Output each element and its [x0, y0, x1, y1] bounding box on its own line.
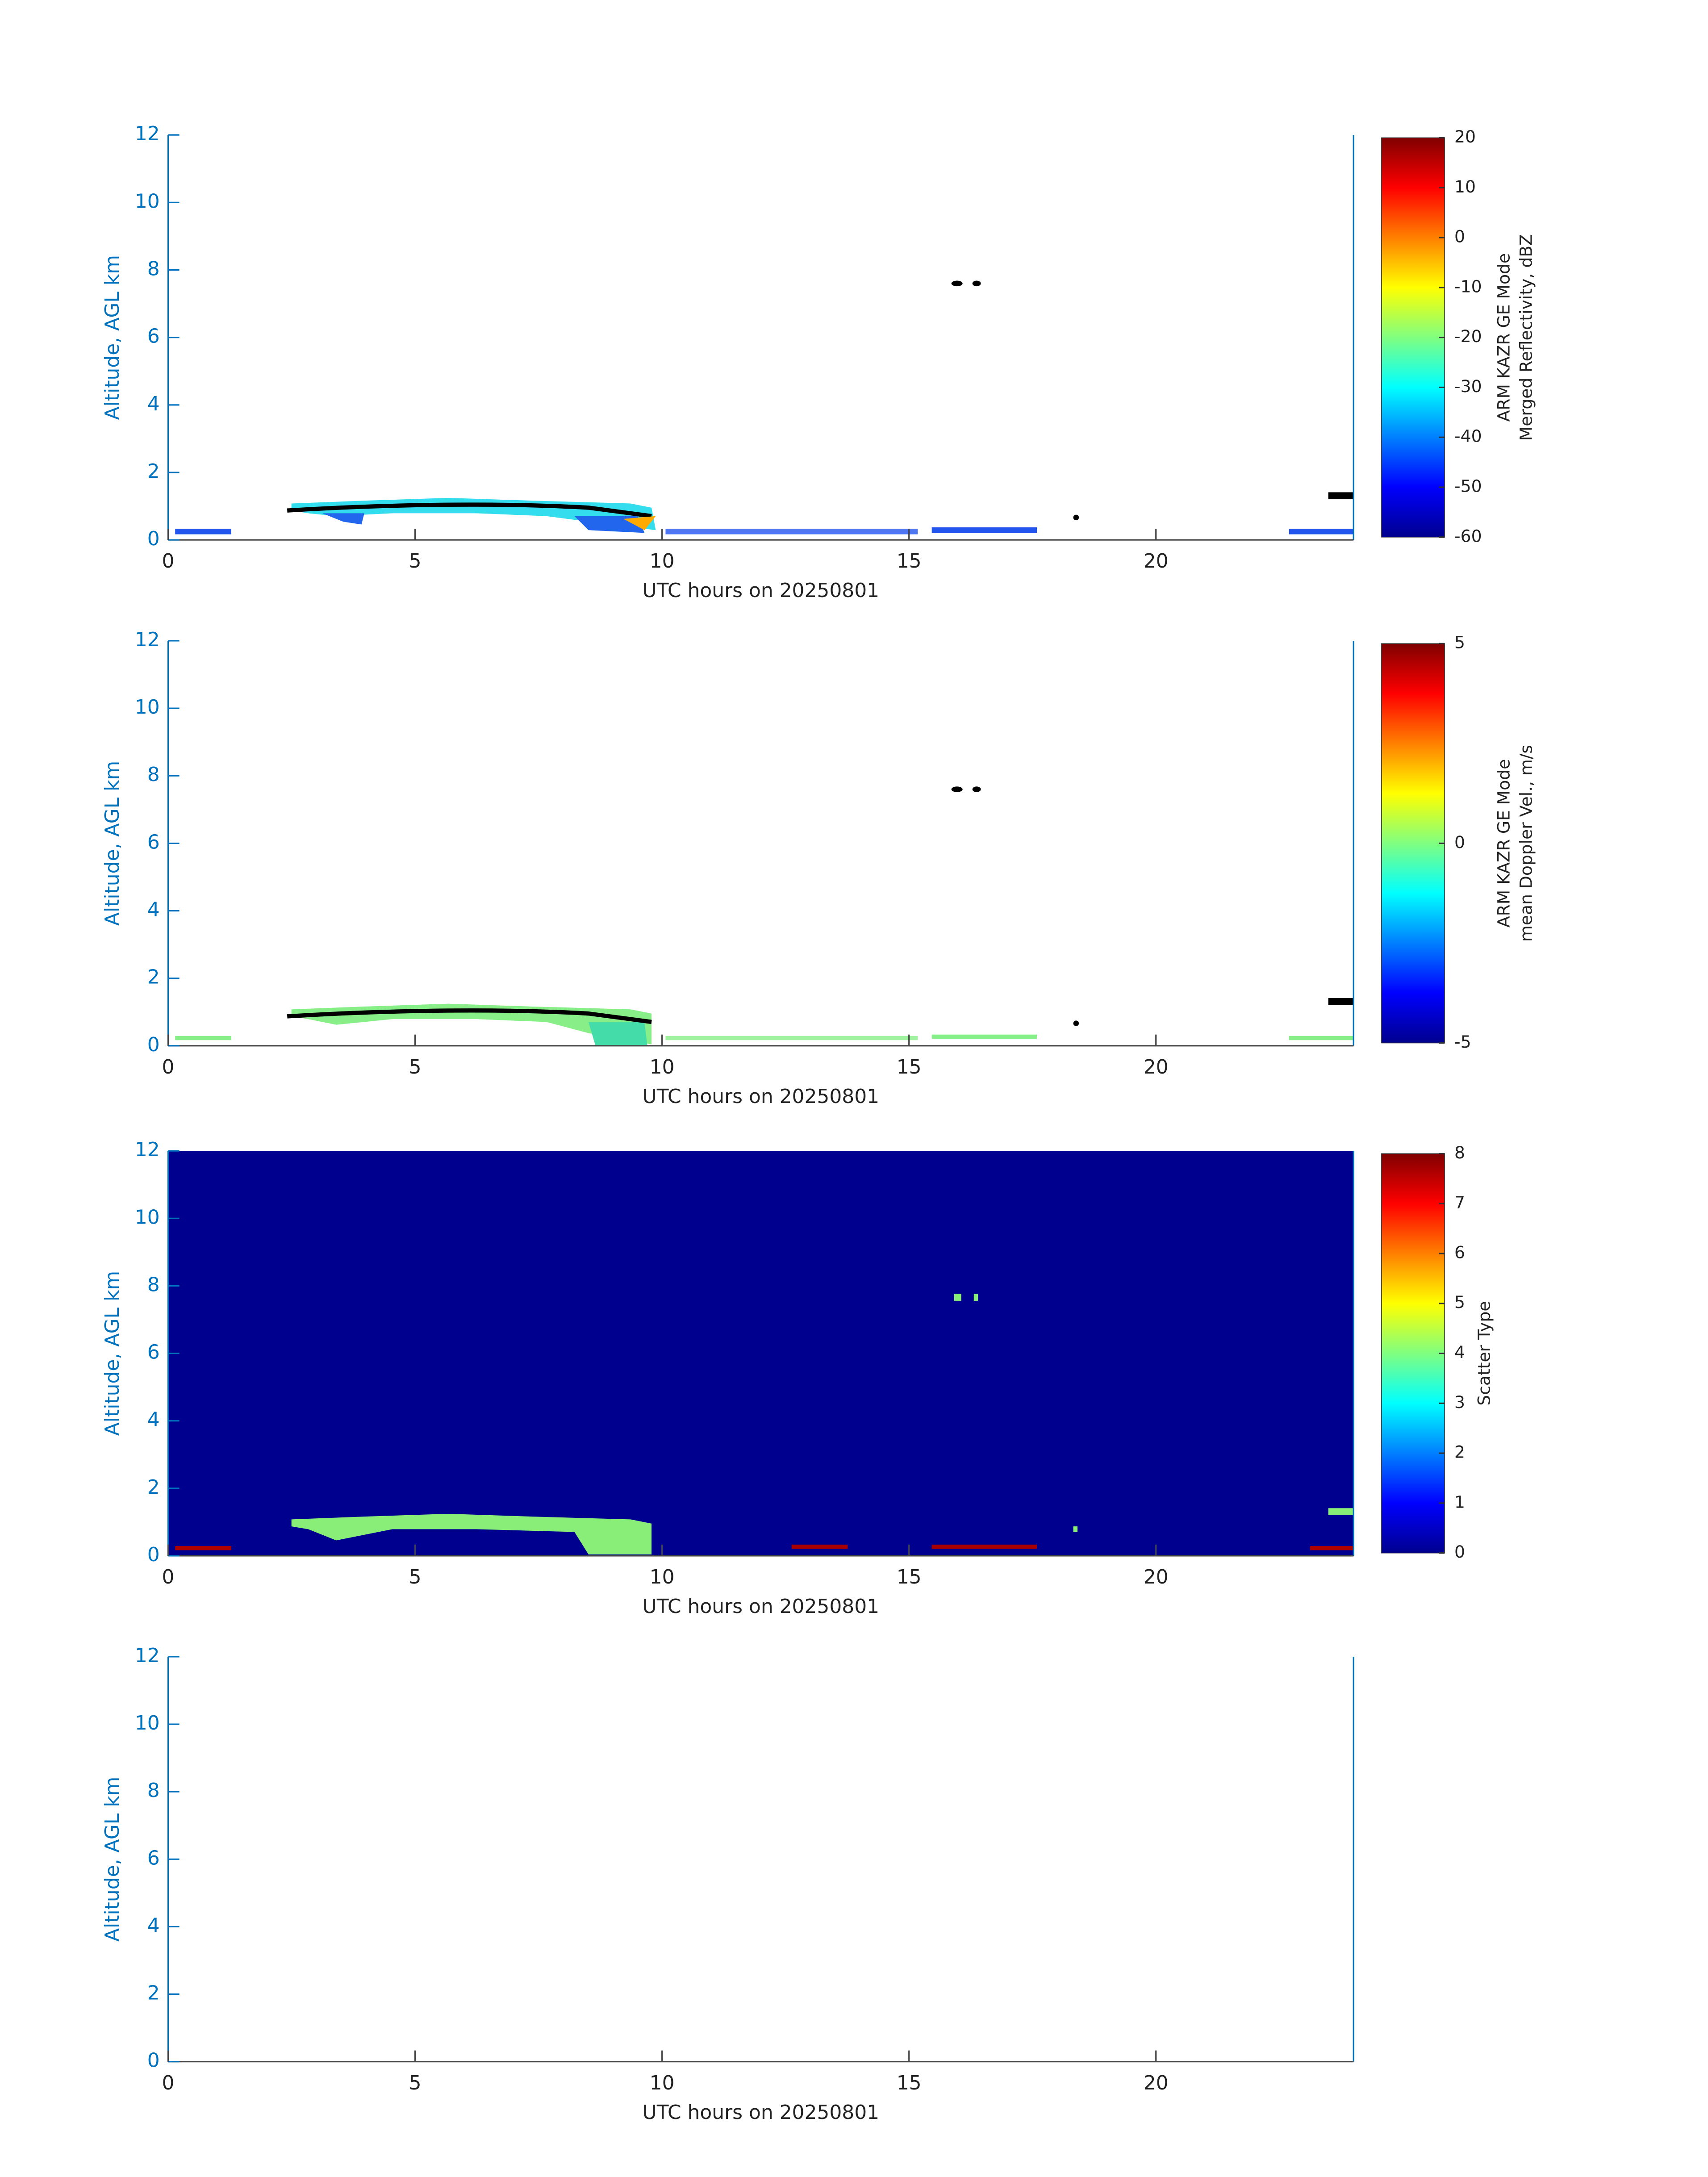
- colorbar-tick-label: 7: [1454, 1193, 1465, 1212]
- x-tick-label: 15: [897, 2072, 922, 2094]
- colorbar-tick-label: 10: [1454, 177, 1476, 196]
- y-tick-label: 8: [147, 1779, 160, 1802]
- colorbar: [1381, 643, 1445, 1044]
- class-image: [175, 1294, 1354, 1554]
- colorbar-tick-label: -30: [1454, 376, 1482, 396]
- colorbar-tick-label: 3: [1454, 1392, 1465, 1412]
- x-tick-label: 15: [897, 550, 922, 572]
- y-tick-label: 4: [147, 1914, 160, 1937]
- y-tick-label: 10: [135, 1712, 160, 1734]
- colorbar-tick-label: -50: [1454, 476, 1482, 496]
- colorbar-label: mean Doppler Vel., m/s: [1516, 745, 1536, 942]
- echo-image: [175, 786, 1354, 1046]
- colorbar-label: Scatter Type: [1474, 1301, 1494, 1405]
- x-tick-label: 20: [1144, 2072, 1169, 2094]
- y-tick-label: 8: [147, 1273, 160, 1296]
- colorbar-tick-label: 5: [1454, 633, 1465, 652]
- y-tick-label: 6: [147, 831, 160, 853]
- colorbar-tick-label: -10: [1454, 276, 1482, 296]
- x-tick-label: 15: [897, 1056, 922, 1078]
- colorbar-tick-label: 4: [1454, 1342, 1465, 1362]
- x-tick-label: 20: [1144, 1566, 1169, 1588]
- x-axis-label: UTC hours on 20250801: [643, 1595, 880, 1618]
- y-tick-label: 2: [147, 1476, 160, 1499]
- y-tick-label: 0: [147, 527, 160, 550]
- x-tick-label: 10: [650, 550, 675, 572]
- x-tick-label: 5: [409, 1056, 422, 1078]
- data-layers: [175, 280, 1354, 1554]
- y-tick-label: 2: [147, 460, 160, 483]
- colorbar-tick-label: 8: [1454, 1143, 1465, 1162]
- colorbar-tick-label: -60: [1454, 526, 1482, 546]
- y-tick-label: 4: [147, 1408, 160, 1431]
- y-tick-label: 12: [135, 628, 160, 651]
- y-tick-label: 12: [135, 1644, 160, 1667]
- x-tick-label: 20: [1144, 1056, 1169, 1078]
- x-tick-label: 0: [162, 1566, 175, 1588]
- plot-background: [168, 1151, 1354, 1556]
- x-tick-label: 0: [162, 2072, 175, 2094]
- y-tick-label: 6: [147, 1847, 160, 1869]
- x-tick-label: 0: [162, 1056, 175, 1078]
- x-tick-label: 10: [650, 1566, 675, 1588]
- y-axis-label: Altitude, AGL km: [101, 255, 124, 420]
- colorbar-tick-label: 5: [1454, 1292, 1465, 1312]
- colorbar-tick-label: 1: [1454, 1492, 1465, 1512]
- colorbar-tick-label: -20: [1454, 326, 1482, 346]
- colorbar-tick-label: -5: [1454, 1032, 1471, 1052]
- colorbar: [1381, 137, 1445, 538]
- y-tick-label: 0: [147, 1033, 160, 1056]
- x-axis-label: UTC hours on 20250801: [643, 1085, 880, 1108]
- y-tick-label: 12: [135, 1138, 160, 1161]
- y-tick-label: 4: [147, 393, 160, 415]
- x-tick-label: 10: [650, 1056, 675, 1078]
- y-axis-label: Altitude, AGL km: [101, 1271, 124, 1436]
- x-tick-label: 10: [650, 2072, 675, 2094]
- x-axis-label: UTC hours on 20250801: [643, 2101, 880, 2124]
- colorbar-label: ARM KAZR GE Mode: [1494, 253, 1514, 422]
- x-tick-label: 15: [897, 1566, 922, 1588]
- y-tick-label: 4: [147, 898, 160, 921]
- x-tick-label: 0: [162, 550, 175, 572]
- x-tick-label: 5: [409, 1566, 422, 1588]
- colorbar-tick-label: 6: [1454, 1242, 1465, 1262]
- y-tick-label: 10: [135, 190, 160, 213]
- colorbar-label: Merged Reflectivity, dBZ: [1516, 234, 1536, 441]
- colorbar-tick-label: 20: [1454, 127, 1476, 146]
- y-tick-label: 6: [147, 1341, 160, 1364]
- colorbar-tick-label: 0: [1454, 832, 1465, 852]
- y-axis-label: Altitude, AGL km: [101, 1777, 124, 1942]
- y-tick-label: 6: [147, 325, 160, 348]
- y-tick-label: 10: [135, 1206, 160, 1228]
- colorbar-label: ARM KAZR GE Mode: [1494, 759, 1514, 928]
- y-tick-label: 10: [135, 696, 160, 719]
- y-tick-label: 12: [135, 122, 160, 145]
- colorbar-tick-label: -40: [1454, 426, 1482, 446]
- colorbar-tick-label: 0: [1454, 1542, 1465, 1562]
- x-tick-label: 5: [409, 550, 422, 572]
- y-tick-label: 0: [147, 1543, 160, 1566]
- y-tick-label: 8: [147, 763, 160, 786]
- x-tick-label: 5: [409, 2072, 422, 2094]
- y-tick-label: 2: [147, 1982, 160, 2005]
- y-tick-label: 0: [147, 2049, 160, 2072]
- colorbar: [1381, 1153, 1445, 1554]
- y-tick-label: 8: [147, 257, 160, 280]
- x-tick-label: 20: [1144, 550, 1169, 572]
- y-tick-label: 2: [147, 966, 160, 989]
- echo-image: [175, 280, 1354, 535]
- colorbar-tick-label: 2: [1454, 1442, 1465, 1462]
- y-axis-label: Altitude, AGL km: [101, 761, 124, 926]
- colorbar-tick-label: 0: [1454, 227, 1465, 247]
- x-axis-label: UTC hours on 20250801: [643, 579, 880, 602]
